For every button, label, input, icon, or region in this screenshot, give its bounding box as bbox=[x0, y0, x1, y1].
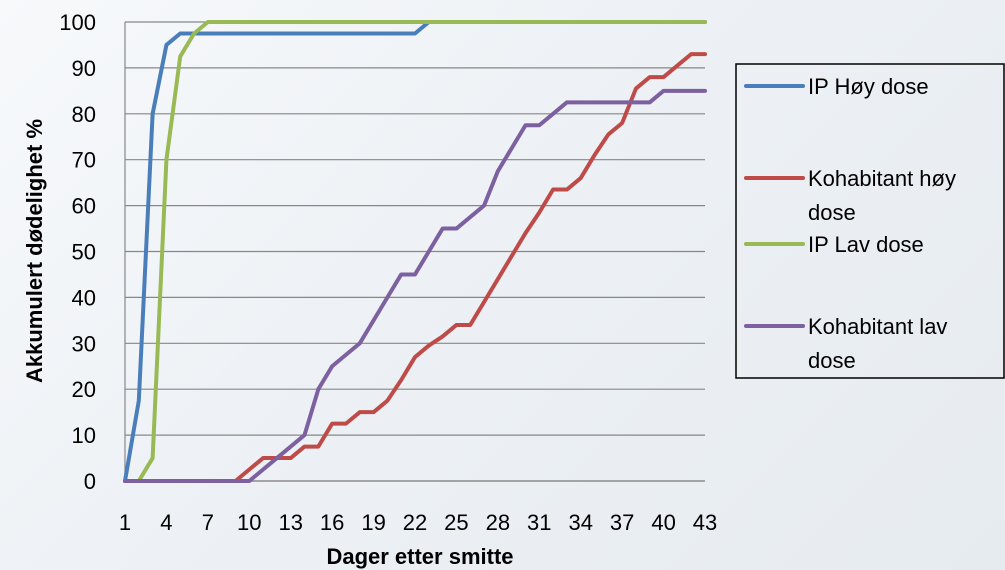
series-line-3 bbox=[123, 88, 707, 483]
x-tick-label: 37 bbox=[610, 510, 634, 535]
y-tick-label: 90 bbox=[72, 56, 96, 81]
legend-label: IP Lav dose bbox=[808, 232, 924, 257]
x-tick-label: 10 bbox=[237, 510, 261, 535]
y-axis-title: Akkumulert dødelighet % bbox=[22, 119, 47, 383]
x-tick-label: 16 bbox=[320, 510, 344, 535]
plot-series bbox=[123, 20, 707, 483]
y-tick-label: 40 bbox=[72, 285, 96, 310]
y-tick-label: 70 bbox=[72, 148, 96, 173]
x-tick-label: 28 bbox=[486, 510, 510, 535]
x-tick-label: 1 bbox=[119, 510, 131, 535]
series-line-1 bbox=[123, 52, 707, 483]
series-line-2 bbox=[123, 20, 707, 483]
plot-grid bbox=[125, 21, 705, 482]
y-tick-label: 80 bbox=[72, 102, 96, 127]
legend-label: Kohabitant lav bbox=[808, 314, 947, 339]
y-tick-label: 30 bbox=[72, 331, 96, 356]
y-tick-label: 100 bbox=[59, 10, 96, 35]
legend-label: dose bbox=[808, 348, 856, 373]
y-tick-label: 20 bbox=[72, 377, 96, 402]
legend-label: Kohabitant høy bbox=[808, 166, 956, 191]
y-tick-label: 10 bbox=[72, 423, 96, 448]
legend-label: IP Høy dose bbox=[808, 74, 929, 99]
x-tick-label: 34 bbox=[568, 510, 592, 535]
x-tick-label: 19 bbox=[361, 510, 385, 535]
x-tick-label: 25 bbox=[444, 510, 468, 535]
x-tick-label: 43 bbox=[693, 510, 717, 535]
y-tick-label: 60 bbox=[72, 194, 96, 219]
legend: IP Høy dose Kohabitant høy dose IP Lav dose… bbox=[735, 63, 1005, 379]
x-axis-title: Dager etter smitte bbox=[326, 544, 513, 569]
legend-label: dose bbox=[808, 200, 856, 225]
y-tick-label: 50 bbox=[72, 240, 96, 265]
plot-ticks: 0 10 20 30 40 50 60 70 80 90 100 1 4 7 10 13 16 19 22 25 28 3… bbox=[59, 10, 717, 535]
x-tick-label: 13 bbox=[278, 510, 302, 535]
x-tick-label: 40 bbox=[651, 510, 675, 535]
x-tick-label: 7 bbox=[202, 510, 214, 535]
x-tick-label: 31 bbox=[527, 510, 551, 535]
x-tick-label: 22 bbox=[403, 510, 427, 535]
y-tick-label: 0 bbox=[84, 469, 96, 494]
x-tick-label: 4 bbox=[160, 510, 172, 535]
legend-box bbox=[735, 63, 1005, 379]
